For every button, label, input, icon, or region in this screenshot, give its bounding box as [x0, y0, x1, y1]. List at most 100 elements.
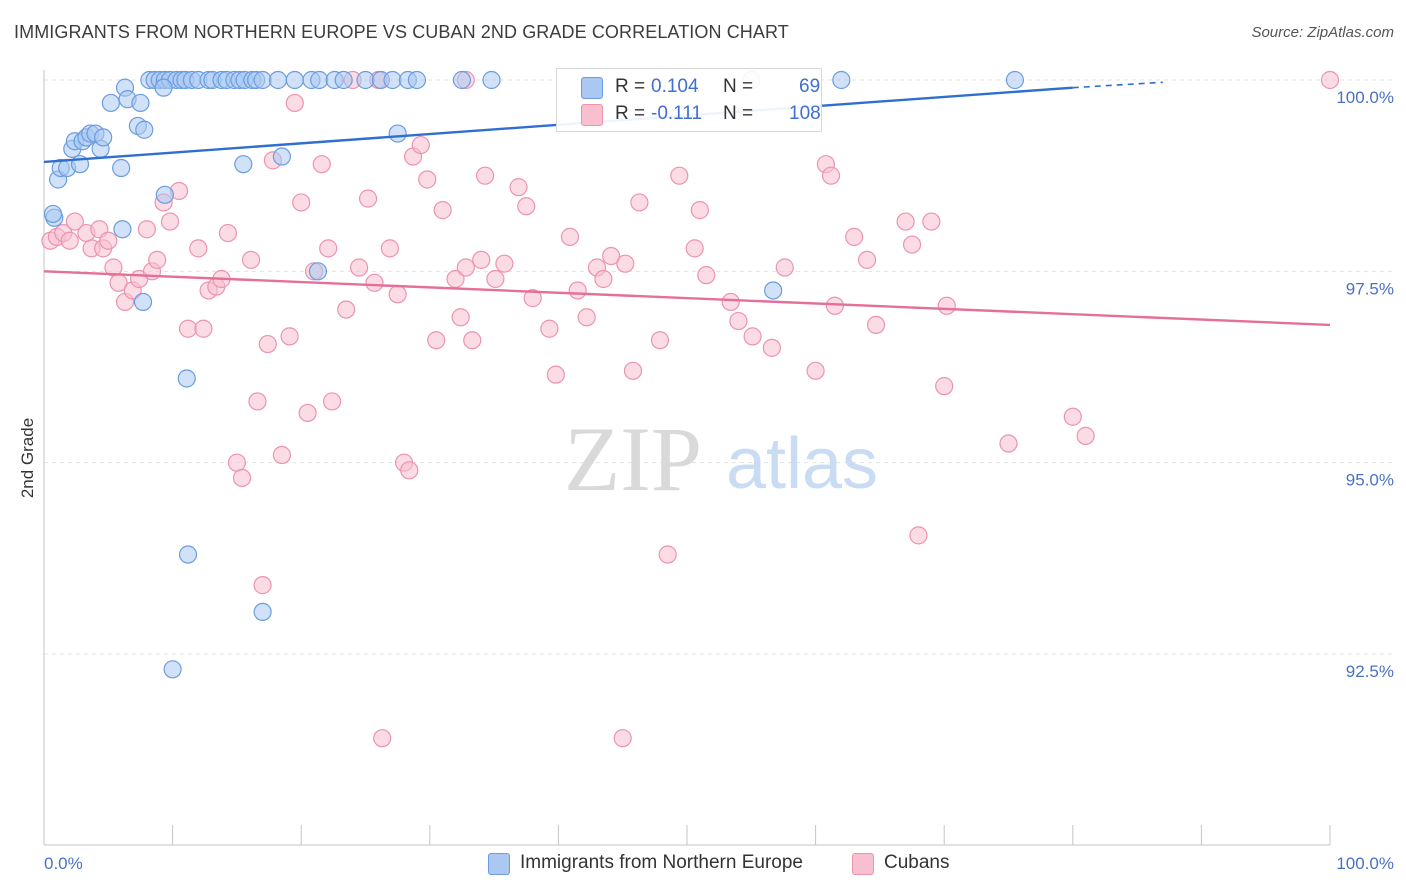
y-tick-label: 97.5%: [1346, 279, 1394, 298]
cubans-point: [729, 311, 748, 331]
cubans-point: [685, 239, 704, 258]
northern-europe-point: [383, 70, 402, 90]
legend-r-label: R =: [615, 103, 646, 124]
cubans-point: [670, 166, 689, 185]
northern-europe-point: [131, 93, 150, 113]
cubans-point: [232, 468, 252, 488]
northern-europe-point: [253, 70, 272, 90]
northern-europe-point: [308, 262, 328, 281]
cubans-point: [456, 258, 475, 277]
cubans-point: [427, 331, 446, 350]
northern-europe-point: [253, 602, 272, 622]
northern-europe-point: [112, 158, 131, 178]
bottom-legend-label: Immigrants from Northern Europe: [520, 852, 803, 873]
cubans-point: [896, 212, 915, 231]
northern-europe-point: [163, 660, 182, 679]
cubans-point: [418, 170, 437, 189]
cubans-point: [365, 273, 384, 292]
cubans-point: [451, 308, 470, 327]
cubans-point: [594, 269, 613, 289]
cubans-point: [937, 296, 956, 315]
northern-europe-point: [356, 70, 375, 90]
cubans-point: [540, 319, 559, 338]
cubans-point: [658, 545, 677, 564]
cubans-point: [189, 239, 208, 258]
cubans-point: [546, 365, 565, 384]
series-cubans-points: [41, 70, 1340, 748]
cubans-point: [697, 266, 716, 285]
cubans-point: [388, 285, 407, 304]
y-tick-label: 100.0%: [1336, 88, 1394, 107]
northern-europe-point: [113, 220, 132, 239]
cubans-point: [380, 239, 400, 258]
cubans-point: [433, 201, 452, 220]
cubans-point: [463, 331, 482, 350]
cubans-point: [523, 289, 542, 308]
cubans-point: [509, 178, 528, 197]
cubans-point: [160, 212, 180, 231]
cubans-point: [616, 254, 635, 273]
northern-europe-point: [154, 78, 173, 97]
northern-europe-point: [764, 281, 783, 300]
cubans-point: [349, 258, 369, 277]
northern-europe-point: [43, 204, 63, 224]
cubans-point: [935, 377, 954, 396]
northern-europe-point: [135, 120, 154, 139]
cubans-point: [241, 250, 261, 269]
cubans-point: [495, 254, 514, 273]
y-axis-tick-labels: 100.0% 97.5% 95.0% 92.5%: [1336, 88, 1394, 681]
cubans-point: [137, 220, 156, 239]
cubans-point: [319, 239, 338, 258]
northern-europe-point: [155, 185, 174, 204]
northern-europe-point: [178, 545, 198, 564]
chart-source: Source: ZipAtlas.com: [1251, 24, 1394, 41]
cubans-point: [721, 292, 740, 312]
cubans-point: [821, 166, 841, 185]
cubans-point: [517, 197, 536, 216]
northern-europe-point: [482, 70, 501, 90]
legend-r-label: R =: [615, 76, 646, 97]
y-tick-label: 92.5%: [1346, 662, 1394, 681]
cubans-point: [1320, 70, 1340, 90]
cubans-point: [148, 250, 167, 269]
legend-r-value: -0.111: [651, 103, 703, 124]
northern-europe-point: [268, 70, 288, 90]
northern-europe-point: [177, 369, 196, 388]
cubans-point: [99, 231, 118, 250]
watermark-zip: ZIP: [564, 408, 702, 510]
northern-europe-point: [1005, 70, 1025, 90]
cubans-point: [922, 212, 941, 231]
cubans-point: [373, 729, 392, 748]
cubans-point: [577, 308, 596, 327]
watermark-atlas: atlas: [726, 424, 878, 504]
northern-europe-point: [334, 70, 353, 90]
cubans-point: [253, 576, 272, 595]
cubans-point: [280, 327, 299, 346]
cubans-point: [258, 334, 277, 354]
northern-europe-point: [310, 70, 329, 90]
northern-europe-point: [101, 93, 120, 113]
cubans-point: [690, 201, 709, 220]
cubans-point: [60, 231, 79, 250]
cubans-point: [218, 223, 237, 243]
x-axis-ticks: [43, 825, 1331, 845]
cubans-point: [400, 461, 419, 480]
cubans-point: [312, 155, 331, 174]
legend-swatch-pink: [581, 104, 603, 126]
legend-n-label: N =: [723, 103, 754, 124]
cubans-point: [909, 526, 928, 545]
northern-europe-point: [388, 124, 407, 143]
cubans-point: [650, 331, 670, 350]
legend-r-value: 0.104: [651, 76, 699, 97]
cubans-point: [285, 93, 304, 113]
cubans-point: [630, 193, 649, 212]
cubans-point: [866, 315, 886, 335]
cubans-point: [272, 445, 292, 465]
cubans-point: [857, 250, 877, 269]
cubans-point: [475, 166, 495, 185]
series-northern-europe-points: [43, 70, 1025, 679]
cubans-point: [298, 403, 317, 423]
chart-title: IMMIGRANTS FROM NORTHERN EUROPE VS CUBAN…: [14, 22, 789, 42]
northern-europe-point: [234, 155, 253, 174]
